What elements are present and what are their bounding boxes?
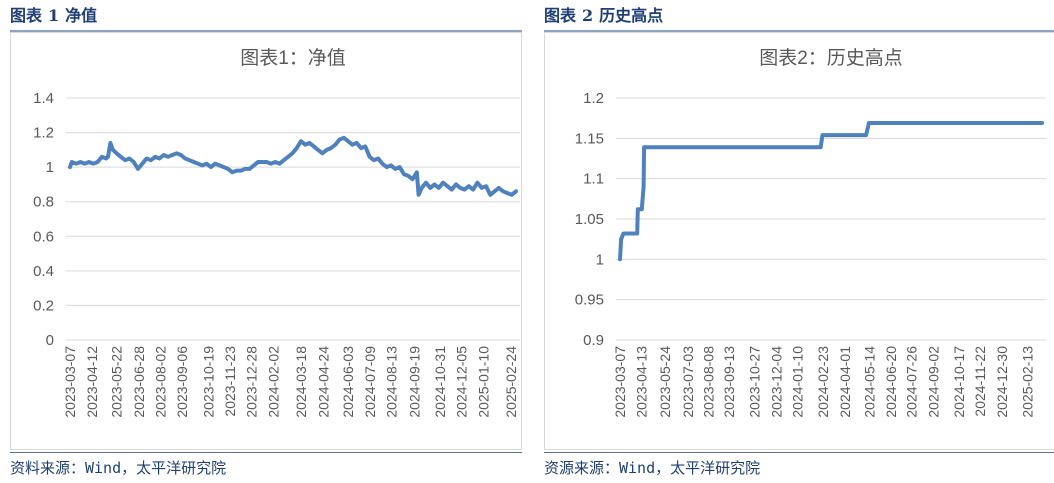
x-tick-label: 2023-04-13	[633, 346, 649, 418]
x-tick-label: 2023-08-02	[153, 346, 169, 418]
y-tick-label: 0.2	[33, 297, 54, 314]
figure-number: 2	[582, 6, 594, 25]
x-tick-label: 2025-02-24	[503, 346, 519, 418]
x-tick-label: 2024-09-19	[406, 346, 422, 418]
x-tick-label: 2024-10-31	[432, 346, 448, 418]
figure-prefix: 图表	[10, 6, 43, 25]
figure-heading: 图表 1 净值	[10, 2, 103, 30]
source-note: 资料来源：Wind，太平洋研究院	[10, 459, 227, 477]
chart-panel-nav: 图表 1 净值 图表1：净值 0 0.2 0.4 0.6 0.8 1 1.2 1.4 2023-03-…	[10, 0, 526, 483]
y-tick-label: 0.9	[583, 332, 604, 349]
x-tick-label: 2024-08-13	[384, 346, 400, 418]
y-tick-label: 1.2	[33, 125, 54, 142]
high-chart: 图表2：历史高点 0.9 0.95 1 1.05 1.1 1.15 1.2 2023-03-07…	[544, 32, 1054, 450]
chart-svg: 图表2：历史高点 0.9 0.95 1 1.05 1.1 1.15 1.2 2023-03-07…	[544, 32, 1054, 450]
figure-title: 历史高点	[599, 6, 664, 25]
x-tick-label: 2023-05-22	[109, 346, 125, 418]
x-tick-label: 2023-07-03	[680, 346, 696, 418]
y-tick-label: 0.8	[33, 194, 54, 211]
x-tick-label: 2023-05-24	[657, 346, 673, 418]
x-tick-label: 2024-12-30	[994, 346, 1010, 418]
source-note: 资源来源：Wind，太平洋研究院	[544, 459, 761, 477]
x-tick-label: 2023-03-07	[612, 346, 628, 418]
x-tick-label: 2024-04-01	[837, 346, 853, 418]
x-tick-label: 2025-01-10	[476, 346, 492, 418]
heading-rule	[544, 30, 1054, 32]
x-tick-label: 2023-06-28	[131, 346, 147, 418]
chart-title: 图表1：净值	[240, 47, 346, 69]
x-tick-label: 2023-03-07	[62, 346, 78, 418]
y-tick-label: 1.4	[33, 90, 54, 107]
x-tick-label: 2024-06-20	[883, 346, 899, 418]
x-tick-label: 2023-12-28	[243, 346, 259, 418]
y-tick-label: 1.2	[583, 90, 604, 107]
x-tick-label: 2024-09-02	[925, 346, 941, 418]
x-tick-label: 2024-03-18	[293, 346, 309, 418]
x-tick-label: 2023-11-23	[222, 346, 238, 417]
x-tick-label: 2025-02-13	[1020, 346, 1036, 418]
chart-title: 图表2：历史高点	[759, 47, 903, 69]
series-line	[618, 121, 1044, 262]
x-tick-label: 2023-09-13	[721, 346, 737, 418]
x-tick-label: 2024-02-02	[265, 346, 281, 418]
x-tick-label: 2024-07-09	[362, 346, 378, 418]
x-tick-label: 2023-09-06	[174, 346, 190, 418]
x-tick-label: 2024-11-22	[972, 346, 988, 417]
figure-title: 净值	[65, 6, 98, 25]
x-tick-label: 2024-04-24	[316, 346, 332, 418]
x-tick-label: 2023-12-04	[768, 346, 784, 418]
x-tick-label: 2024-01-10	[790, 346, 806, 418]
x-tick-label: 2024-06-03	[340, 346, 356, 418]
figure-number: 1	[48, 6, 60, 25]
x-tick-label: 2023-04-12	[84, 346, 100, 418]
x-tick-label: 2024-05-14	[862, 346, 878, 418]
x-tick-label: 2024-02-23	[815, 346, 831, 418]
y-tick-label: 0.95	[575, 292, 604, 309]
y-tick-label: 0	[46, 332, 54, 349]
figure-heading: 图表 2 历史高点	[544, 2, 669, 30]
series-line	[68, 135, 518, 197]
nav-chart: 图表1：净值 0 0.2 0.4 0.6 0.8 1 1.2 1.4 2023-03-07 2023…	[10, 32, 522, 450]
x-tick-label: 2024-10-17	[951, 346, 967, 418]
source-rule	[544, 452, 1054, 453]
heading-rule	[10, 30, 522, 32]
y-tick-label: 1.1	[583, 171, 604, 188]
chart-panel-high: 图表 2 历史高点 图表2：历史高点 0.9 0.95 1 1.05 1.1 1.15 1.2 20…	[544, 0, 1054, 483]
chart-border	[10, 32, 522, 450]
x-tick-label: 2024-07-26	[903, 346, 919, 418]
y-tick-label: 1.05	[575, 211, 604, 228]
y-tick-label: 1.15	[575, 130, 604, 147]
chart-svg: 图表1：净值 0 0.2 0.4 0.6 0.8 1 1.2 1.4 2023-03-07 2023…	[10, 32, 522, 450]
y-tick-label: 1	[596, 251, 604, 268]
x-tick-label: 2023-08-08	[701, 346, 717, 418]
source-rule	[10, 452, 522, 453]
y-tick-label: 0.6	[33, 228, 54, 245]
x-tick-label: 2023-10-27	[747, 346, 763, 418]
y-tick-label: 1	[46, 159, 54, 176]
x-tick-label: 2024-12-05	[453, 346, 469, 418]
chart-border	[544, 32, 1054, 450]
figure-prefix: 图表	[544, 6, 577, 25]
y-tick-label: 0.4	[33, 263, 54, 280]
x-tick-label: 2023-10-19	[200, 346, 216, 418]
